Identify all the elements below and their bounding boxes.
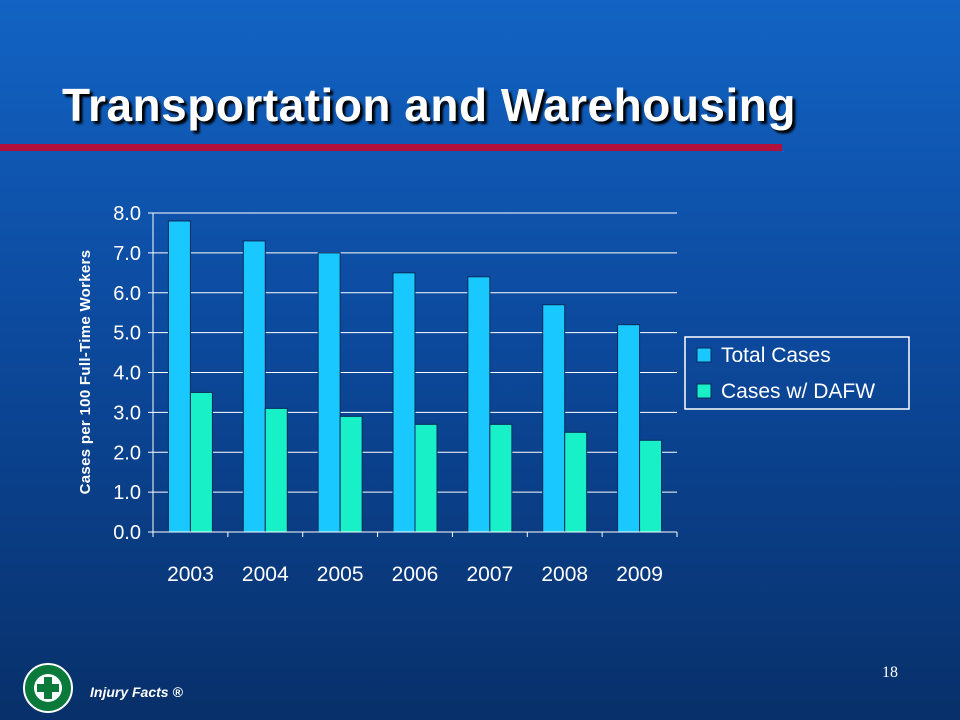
y-tick-label: 2.0 bbox=[113, 442, 141, 464]
bar-cases-w-dafw-2005 bbox=[339, 415, 363, 533]
bars bbox=[167, 220, 663, 533]
legend-label: Total Cases bbox=[721, 344, 831, 367]
x-tick-label: 2004 bbox=[242, 563, 289, 586]
bar-total-cases-2005 bbox=[317, 252, 341, 533]
y-tick-label: 8.0 bbox=[113, 203, 141, 225]
x-tick-label: 2005 bbox=[317, 563, 364, 586]
nsc-logo bbox=[23, 663, 73, 713]
y-tick-label: 5.0 bbox=[113, 323, 141, 345]
y-tick-label: 7.0 bbox=[113, 243, 141, 265]
gridlines bbox=[153, 212, 677, 493]
legend-label: Cases w/ DAFW bbox=[721, 380, 875, 403]
bar-total-cases-2009 bbox=[617, 324, 641, 533]
page-number: 18 bbox=[882, 664, 898, 681]
y-tick-label: 4.0 bbox=[113, 363, 141, 385]
x-tick-label: 2006 bbox=[392, 563, 439, 586]
bar-cases-w-dafw-2007 bbox=[489, 423, 513, 533]
y-tick-label: 6.0 bbox=[113, 283, 141, 305]
bar-cases-w-dafw-2009 bbox=[639, 439, 663, 533]
x-tick-label: 2003 bbox=[167, 563, 214, 586]
bar-cases-w-dafw-2003 bbox=[189, 391, 213, 533]
bar-total-cases-2008 bbox=[542, 304, 566, 533]
x-tick-labels: 2003 2004 2005 2006 2007 2008 2009 bbox=[167, 563, 663, 586]
bar-cases-w-dafw-2006 bbox=[414, 423, 438, 533]
y-tick-labels: 0.0 1.0 2.0 3.0 4.0 5.0 6.0 7.0 8.0 bbox=[113, 203, 141, 544]
legend-swatch bbox=[696, 383, 712, 399]
bar-cases-w-dafw-2004 bbox=[264, 407, 288, 533]
y-tick-label: 1.0 bbox=[113, 482, 141, 504]
bar-total-cases-2006 bbox=[392, 272, 416, 533]
y-tick-label: 0.0 bbox=[113, 522, 141, 544]
x-tick-label: 2008 bbox=[541, 563, 588, 586]
slide-title: Transportation and Warehousing bbox=[62, 79, 796, 131]
legend-swatch bbox=[696, 347, 712, 363]
x-tick-label: 2007 bbox=[466, 563, 513, 586]
bar-cases-w-dafw-2008 bbox=[564, 431, 588, 533]
x-tick-label: 2009 bbox=[616, 563, 663, 586]
axes bbox=[148, 212, 678, 537]
footer-brand-text: Injury Facts ® bbox=[90, 684, 183, 700]
y-tick-label: 3.0 bbox=[113, 402, 141, 424]
bar-total-cases-2004 bbox=[242, 240, 266, 533]
legend: Total Cases Cases w/ DAFW bbox=[684, 336, 910, 410]
legend-box bbox=[684, 336, 910, 410]
y-axis-label: Cases per 100 Full-Time Workers bbox=[77, 250, 94, 495]
bar-total-cases-2003 bbox=[167, 220, 191, 533]
bar-total-cases-2007 bbox=[467, 276, 491, 533]
title-underline-rule bbox=[0, 144, 782, 151]
